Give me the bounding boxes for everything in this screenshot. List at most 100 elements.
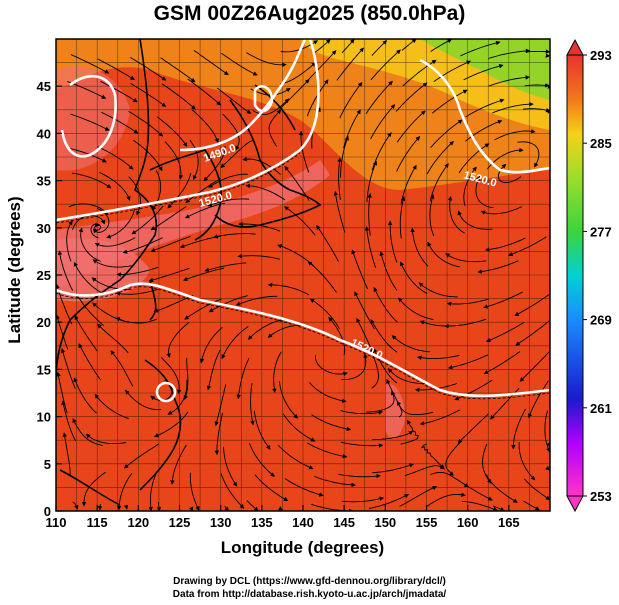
streamline xyxy=(187,78,222,106)
streamline xyxy=(97,323,129,354)
streamline xyxy=(272,351,282,394)
streamline xyxy=(199,326,223,364)
streamline xyxy=(483,351,521,375)
streamline xyxy=(56,371,68,414)
streamline xyxy=(224,505,229,511)
streamline xyxy=(279,381,299,419)
streamline xyxy=(73,261,103,294)
colorbar: 293 285 277 269 261 253 xyxy=(566,38,612,513)
streamline xyxy=(152,170,162,211)
streamline xyxy=(457,210,493,230)
y-axis: 0 5 10 15 20 25 30 35 40 45 xyxy=(37,79,62,519)
streamline xyxy=(247,318,285,340)
contour-outlines xyxy=(56,152,550,400)
streamline xyxy=(221,52,258,76)
streamline xyxy=(492,505,505,511)
streamline xyxy=(425,492,466,508)
streamline xyxy=(222,113,240,151)
streamline xyxy=(306,442,348,459)
streamline xyxy=(433,60,472,82)
streamline xyxy=(153,411,189,438)
streamline xyxy=(153,294,194,313)
warm-patch-ocean xyxy=(385,384,405,439)
contour-high-north xyxy=(253,85,274,113)
streamline xyxy=(400,419,419,445)
streamline xyxy=(426,140,454,175)
streamline xyxy=(339,82,363,119)
streamline xyxy=(75,293,104,326)
streamline xyxy=(420,443,445,469)
streamline xyxy=(340,441,384,448)
streamline xyxy=(404,465,445,477)
y-tick-label: 20 xyxy=(37,315,51,330)
streamline xyxy=(122,237,163,254)
streamline xyxy=(401,39,417,51)
streamline xyxy=(475,175,494,209)
streamline xyxy=(97,58,135,80)
streamline xyxy=(254,474,289,501)
streamline xyxy=(399,485,438,507)
credit-data: Data from http://database.rish.kyoto-u.a… xyxy=(172,589,447,600)
streamline xyxy=(391,335,431,353)
streamline xyxy=(70,54,110,74)
streamline xyxy=(216,87,252,114)
streamline xyxy=(454,379,493,401)
streamline xyxy=(70,113,110,131)
streamline xyxy=(395,82,428,112)
streamline xyxy=(267,282,310,296)
y-tick-label: 30 xyxy=(37,221,51,236)
streamline xyxy=(125,389,161,411)
y-tick-label: 40 xyxy=(37,126,51,141)
y-tick-label: 45 xyxy=(37,79,51,94)
streamline xyxy=(372,463,415,474)
streamline xyxy=(515,320,550,346)
streamline xyxy=(166,322,189,358)
streamline xyxy=(235,295,278,306)
streamline xyxy=(278,79,310,110)
streamline xyxy=(373,287,398,323)
streamline xyxy=(253,410,271,450)
streamline xyxy=(99,172,131,201)
streamline xyxy=(460,40,501,57)
streamline xyxy=(133,139,163,172)
streamline xyxy=(94,393,129,420)
y-tick-label: 0 xyxy=(44,504,51,519)
streamline xyxy=(398,297,434,321)
streamline xyxy=(71,172,112,189)
y-tick-label: 10 xyxy=(37,410,51,425)
streamline xyxy=(402,59,437,87)
streamline xyxy=(68,203,108,215)
x-axis: 110 115 120 125 130 135 140 145 150 155 160 165 xyxy=(46,505,520,530)
streamline xyxy=(417,354,460,360)
streamline xyxy=(337,157,342,200)
streamline xyxy=(208,295,248,313)
credits: Drawing by DCL (https://www.gfd-dennou.o… xyxy=(0,575,619,601)
streamline xyxy=(333,190,346,233)
streamline xyxy=(131,205,164,235)
streamline xyxy=(237,253,281,260)
streamline xyxy=(250,382,255,426)
streamline xyxy=(248,443,275,477)
streamline xyxy=(314,475,356,488)
streamline xyxy=(396,136,421,172)
streamline xyxy=(150,235,191,253)
streamline xyxy=(367,193,372,236)
streamline xyxy=(457,413,489,444)
streamline xyxy=(485,474,518,503)
streamline xyxy=(368,493,410,509)
streamline xyxy=(130,57,167,81)
colorbar-tick-label: 285 xyxy=(590,136,612,151)
streamline xyxy=(445,441,462,476)
streamline xyxy=(130,83,167,107)
contour-low-nw xyxy=(60,75,117,158)
streamline xyxy=(92,259,134,268)
streamline xyxy=(386,378,403,418)
streamline xyxy=(445,253,487,263)
streamline xyxy=(485,322,525,343)
streamline xyxy=(311,414,352,432)
streamline xyxy=(66,147,107,163)
streamline xyxy=(128,111,164,137)
streamline xyxy=(160,57,196,83)
streamline xyxy=(313,39,331,54)
streamline xyxy=(430,39,453,52)
